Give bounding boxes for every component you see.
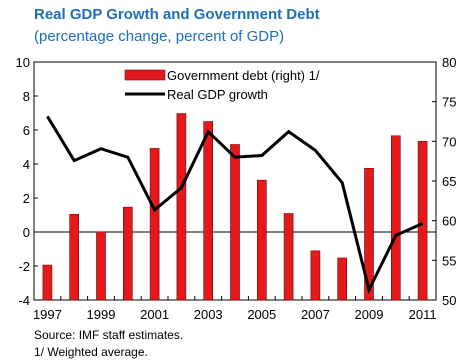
debt-bar bbox=[418, 141, 427, 300]
left-tick-label: 8 bbox=[23, 89, 30, 104]
left-tick-label: 4 bbox=[23, 157, 30, 172]
left-tick-label: -2 bbox=[18, 259, 30, 274]
footnote: 1/ Weighted average. bbox=[34, 345, 148, 359]
debt-bar bbox=[231, 145, 240, 300]
debt-bar bbox=[311, 251, 320, 300]
debt-bar bbox=[284, 214, 293, 300]
debt-bar bbox=[43, 265, 52, 300]
legend-label-gdp: Real GDP growth bbox=[167, 87, 268, 102]
legend-label-debt: Government debt (right) 1/ bbox=[167, 68, 320, 83]
debt-bar bbox=[150, 148, 159, 300]
x-tick-label: 1997 bbox=[33, 307, 62, 322]
left-tick-label: -4 bbox=[18, 293, 30, 308]
debt-bar bbox=[123, 207, 132, 300]
left-tick-label: 2 bbox=[23, 191, 30, 206]
debt-bar bbox=[97, 232, 106, 300]
x-tick-label: 2003 bbox=[194, 307, 223, 322]
legend-bar-swatch bbox=[125, 70, 165, 80]
x-tick-label: 2005 bbox=[247, 307, 276, 322]
x-tick-label: 2011 bbox=[409, 307, 437, 322]
right-tick-label: 65 bbox=[442, 174, 456, 189]
x-tick-label: 1999 bbox=[87, 307, 116, 322]
right-tick-label: 50 bbox=[442, 293, 456, 308]
debt-bar bbox=[338, 258, 347, 300]
x-tick-label: 2007 bbox=[301, 307, 330, 322]
right-tick-label: 80 bbox=[442, 55, 456, 70]
debt-bar bbox=[204, 122, 213, 301]
left-tick-label: 10 bbox=[16, 55, 30, 70]
right-tick-label: 60 bbox=[442, 214, 456, 229]
right-tick-label: 55 bbox=[442, 253, 456, 268]
left-tick-label: 6 bbox=[23, 123, 30, 138]
x-tick-label: 2009 bbox=[355, 307, 384, 322]
x-tick-label: 2001 bbox=[140, 307, 169, 322]
left-tick-label: 0 bbox=[23, 225, 30, 240]
debt-bar bbox=[257, 180, 266, 300]
source-note: Source: IMF staff estimates. bbox=[34, 328, 183, 342]
right-tick-label: 75 bbox=[442, 95, 456, 110]
debt-bar bbox=[391, 136, 400, 300]
left-y-axis: -4 -2 0 2 4 6 8 10 bbox=[16, 55, 38, 308]
debt-bar bbox=[70, 214, 79, 300]
debt-bar bbox=[177, 114, 186, 300]
legend: Government debt (right) 1/Real GDP growt… bbox=[125, 68, 320, 102]
right-tick-label: 70 bbox=[442, 134, 456, 149]
debt-bars bbox=[43, 114, 427, 300]
